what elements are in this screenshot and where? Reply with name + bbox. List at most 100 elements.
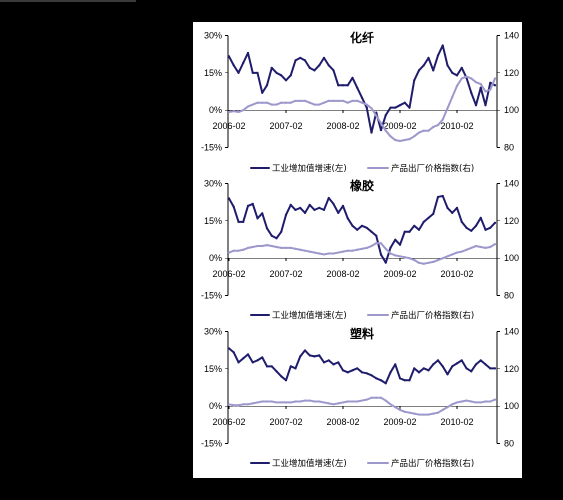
data-point-growth [455,362,459,365]
data-point-growth [275,71,278,74]
chart-panel-rubber: 橡胶 30% 15% 0% -15% 140 120 100 80 2006-02 2007-02… [201,178,519,321]
data-point-price-index [451,253,454,256]
data-point-growth [227,197,231,200]
data-point-price-index [275,245,278,249]
data-point-growth [460,359,463,362]
data-point-price-index [289,246,292,249]
y-tick-label-left: 15% [204,364,222,374]
data-point-price-index [232,110,235,113]
data-point-growth [451,71,454,74]
data-point-growth [398,377,402,380]
data-point-price-index [432,260,435,263]
data-point-price-index [327,252,330,255]
data-point-growth [389,246,392,249]
data-point-growth [394,106,397,109]
data-point-price-index [313,251,316,254]
data-point-price-index [408,138,411,141]
data-point-price-index [270,244,273,248]
data-point-growth [313,208,316,211]
data-point-growth [356,86,359,89]
data-point-growth [389,106,392,109]
data-point-price-index [280,246,283,249]
plot-area: 30% 15% 0% -15% 140 120 100 80 2006-02 2007-02 200… [201,179,519,301]
data-point-growth [265,365,269,368]
data-point-price-index [365,103,368,106]
data-point-growth [422,220,425,223]
data-point-growth [341,369,345,372]
x-tick-label: 2010-02 [440,269,473,279]
data-point-price-index [403,410,406,413]
data-point-price-index [337,402,340,405]
data-point-price-index [446,406,449,409]
data-point-price-index [484,400,487,403]
chart-panel-plastics: 塑料 30% 15% 0% -15% 140 120 100 80 2006-02 2007-02… [201,326,519,469]
data-point-price-index [394,138,397,142]
plot-area: 30% 15% 0% -15% 140 120 100 80 2006-02 2007-02 200… [201,31,519,153]
data-point-price-index [455,401,459,404]
data-point-price-index [265,101,269,104]
data-point-price-index [489,245,492,249]
data-point-growth [284,213,288,216]
data-point-price-index [299,248,302,251]
data-point-price-index [232,404,235,407]
y-tick-label-right: 140 [504,327,519,337]
data-point-price-index [417,413,421,416]
data-point-growth [403,101,406,104]
data-point-growth [227,55,231,58]
data-point-price-index [242,248,245,251]
y-tick-label-left: 15% [204,216,222,226]
data-point-growth [493,84,497,87]
data-point-price-index [351,400,354,403]
data-point-price-index [470,77,473,80]
data-point-price-index [303,99,307,102]
data-point-price-index [289,401,292,404]
data-point-growth [417,228,421,231]
data-point-growth [451,211,454,214]
data-point-price-index [303,249,307,252]
data-point-price-index [375,114,378,117]
data-point-price-index [422,413,425,416]
data-point-price-index [493,77,497,80]
x-tick-label: 2010-02 [440,121,473,131]
data-point-price-index [351,249,354,252]
data-point-price-index [341,250,345,253]
data-point-price-index [360,399,364,402]
data-point-price-index [261,101,264,104]
data-point-price-index [427,261,430,264]
data-point-growth [261,212,264,215]
data-point-price-index [318,252,321,255]
data-point-price-index [313,400,316,403]
data-point-price-index [417,131,421,134]
data-point-price-index [436,411,440,414]
data-point-price-index [389,135,392,138]
data-point-price-index [446,255,449,258]
data-point-price-index [251,103,254,106]
data-point-price-index [394,406,397,409]
data-point-growth [479,216,482,219]
data-point-price-index [417,261,421,264]
data-point-growth [308,66,311,69]
y-tick-label-right: 140 [504,179,519,189]
data-point-price-index [408,411,411,414]
data-point-price-index [370,107,373,110]
data-point-price-index [313,103,316,106]
data-point-growth [289,365,292,368]
data-point-price-index [479,82,482,86]
data-point-growth [484,363,487,366]
data-point-growth [299,56,302,60]
data-point-growth [436,195,440,199]
data-point-price-index [284,101,288,104]
data-point-price-index [493,243,497,246]
data-point-growth [474,224,478,227]
data-point-growth [270,66,273,69]
data-point-growth [394,363,397,366]
data-point-growth [337,211,340,214]
data-point-price-index [484,90,487,93]
data-point-growth [379,128,383,132]
data-point-growth [246,204,250,207]
data-point-growth [346,217,349,220]
data-point-price-index [451,96,454,99]
data-point-growth [470,91,473,94]
legend-label-growth: 工业增加值增速(左) [272,310,347,321]
data-point-growth [232,64,235,67]
